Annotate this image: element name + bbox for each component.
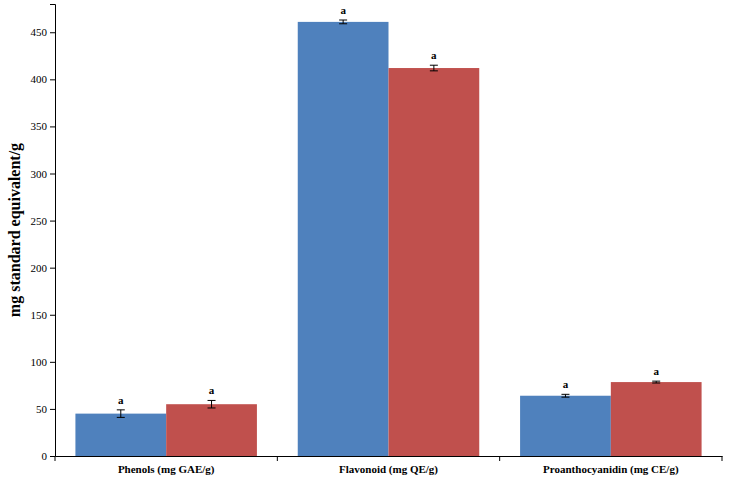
x-tick-label: Phenols (mg GAE/g) [118,463,215,476]
error-bar [117,410,125,418]
y-tick: 450 [31,26,56,38]
y-tick-label: 250 [31,215,48,227]
y-axis: 0 50 100 150 200 250 300 350 400 450 [31,5,56,463]
x-axis: Phenols (mg GAE/g) Flavonoid (mg QE/g) Pro… [55,456,723,476]
y-tick-label: 50 [36,403,48,415]
error-cap [208,407,216,408]
y-tick-mark [50,456,55,457]
bar [166,404,257,456]
annotations: a a a a a a [118,4,659,406]
error-bar [339,20,347,24]
error-cap [117,417,125,418]
bar [611,382,702,456]
y-tick: 400 [31,73,56,85]
error-cap [561,394,569,395]
series [166,65,701,456]
annotation: a [431,49,437,61]
bar [520,396,611,456]
y-tick-label: 400 [31,73,48,85]
x-tick: Proanthocyanidin (mg CE/g) [543,456,679,476]
error-cap [117,409,125,410]
y-tick-label: 200 [31,262,48,274]
y-tick-mark [50,409,55,410]
y-tick-mark [50,126,55,127]
plot-area: a a a a a a 0 50 100 150 200 250 300 350 400 450 Phenols… [31,4,723,476]
error-cap [561,397,569,398]
y-tick-mark [50,32,55,33]
annotation: a [340,4,346,16]
series [75,20,610,456]
error-line [120,410,121,418]
y-tick: 250 [31,215,56,227]
y-tick: 150 [31,309,56,321]
y-tick-mark [50,268,55,269]
error-cap [652,383,660,384]
y-tick: 200 [31,262,56,274]
x-divider [722,456,723,461]
error-cap [652,381,660,382]
y-axis-title: mg standard equivalent/g [6,143,24,317]
bar [75,414,166,456]
x-tick-label: Flavonoid (mg QE/g) [339,463,438,476]
error-line [433,65,434,71]
error-bar [430,65,438,71]
annotation: a [118,394,124,406]
y-tick-label: 100 [31,356,48,368]
bar [389,68,480,456]
y-tick-mark [50,221,55,222]
y-tick: 50 [36,403,55,415]
error-bar [208,400,216,408]
x-tick: Flavonoid (mg QE/g) [339,456,438,476]
y-tick-label: 150 [31,309,48,321]
bar [298,22,389,456]
x-divider [277,456,278,461]
error-cap [339,20,347,21]
error-line [211,400,212,408]
error-cap [430,70,438,71]
annotation: a [653,365,659,377]
y-tick-mark [50,174,55,175]
x-divider [499,456,500,461]
error-bar [652,381,660,383]
y-tick: 350 [31,120,56,132]
error-cap [339,23,347,24]
annotation: a [209,384,215,396]
y-axis-line [50,5,56,457]
y-tick-label: 350 [31,120,48,132]
y-tick-mark [50,362,55,363]
x-tick: Phenols (mg GAE/g) [118,456,215,476]
x-tick-label: Proanthocyanidin (mg CE/g) [543,463,679,476]
error-cap [430,65,438,66]
y-tick-label: 0 [42,450,48,462]
x-divider [55,456,56,461]
y-tick-mark [50,315,55,316]
annotation: a [563,378,569,390]
y-tick-mark [50,79,55,80]
error-bar [561,394,569,397]
chart: a a a a a a 0 50 100 150 200 250 300 350 400 450 Phenols… [0,0,750,499]
bars [75,20,701,456]
y-tick-label: 300 [31,168,48,180]
x-dividers [55,456,722,461]
y-tick: 100 [31,356,56,368]
x-axis-line [56,456,723,457]
error-line [343,20,344,24]
y-tick: 300 [31,168,56,180]
y-tick: 0 [42,450,56,462]
y-tick-label: 450 [31,26,48,38]
error-cap [208,400,216,401]
